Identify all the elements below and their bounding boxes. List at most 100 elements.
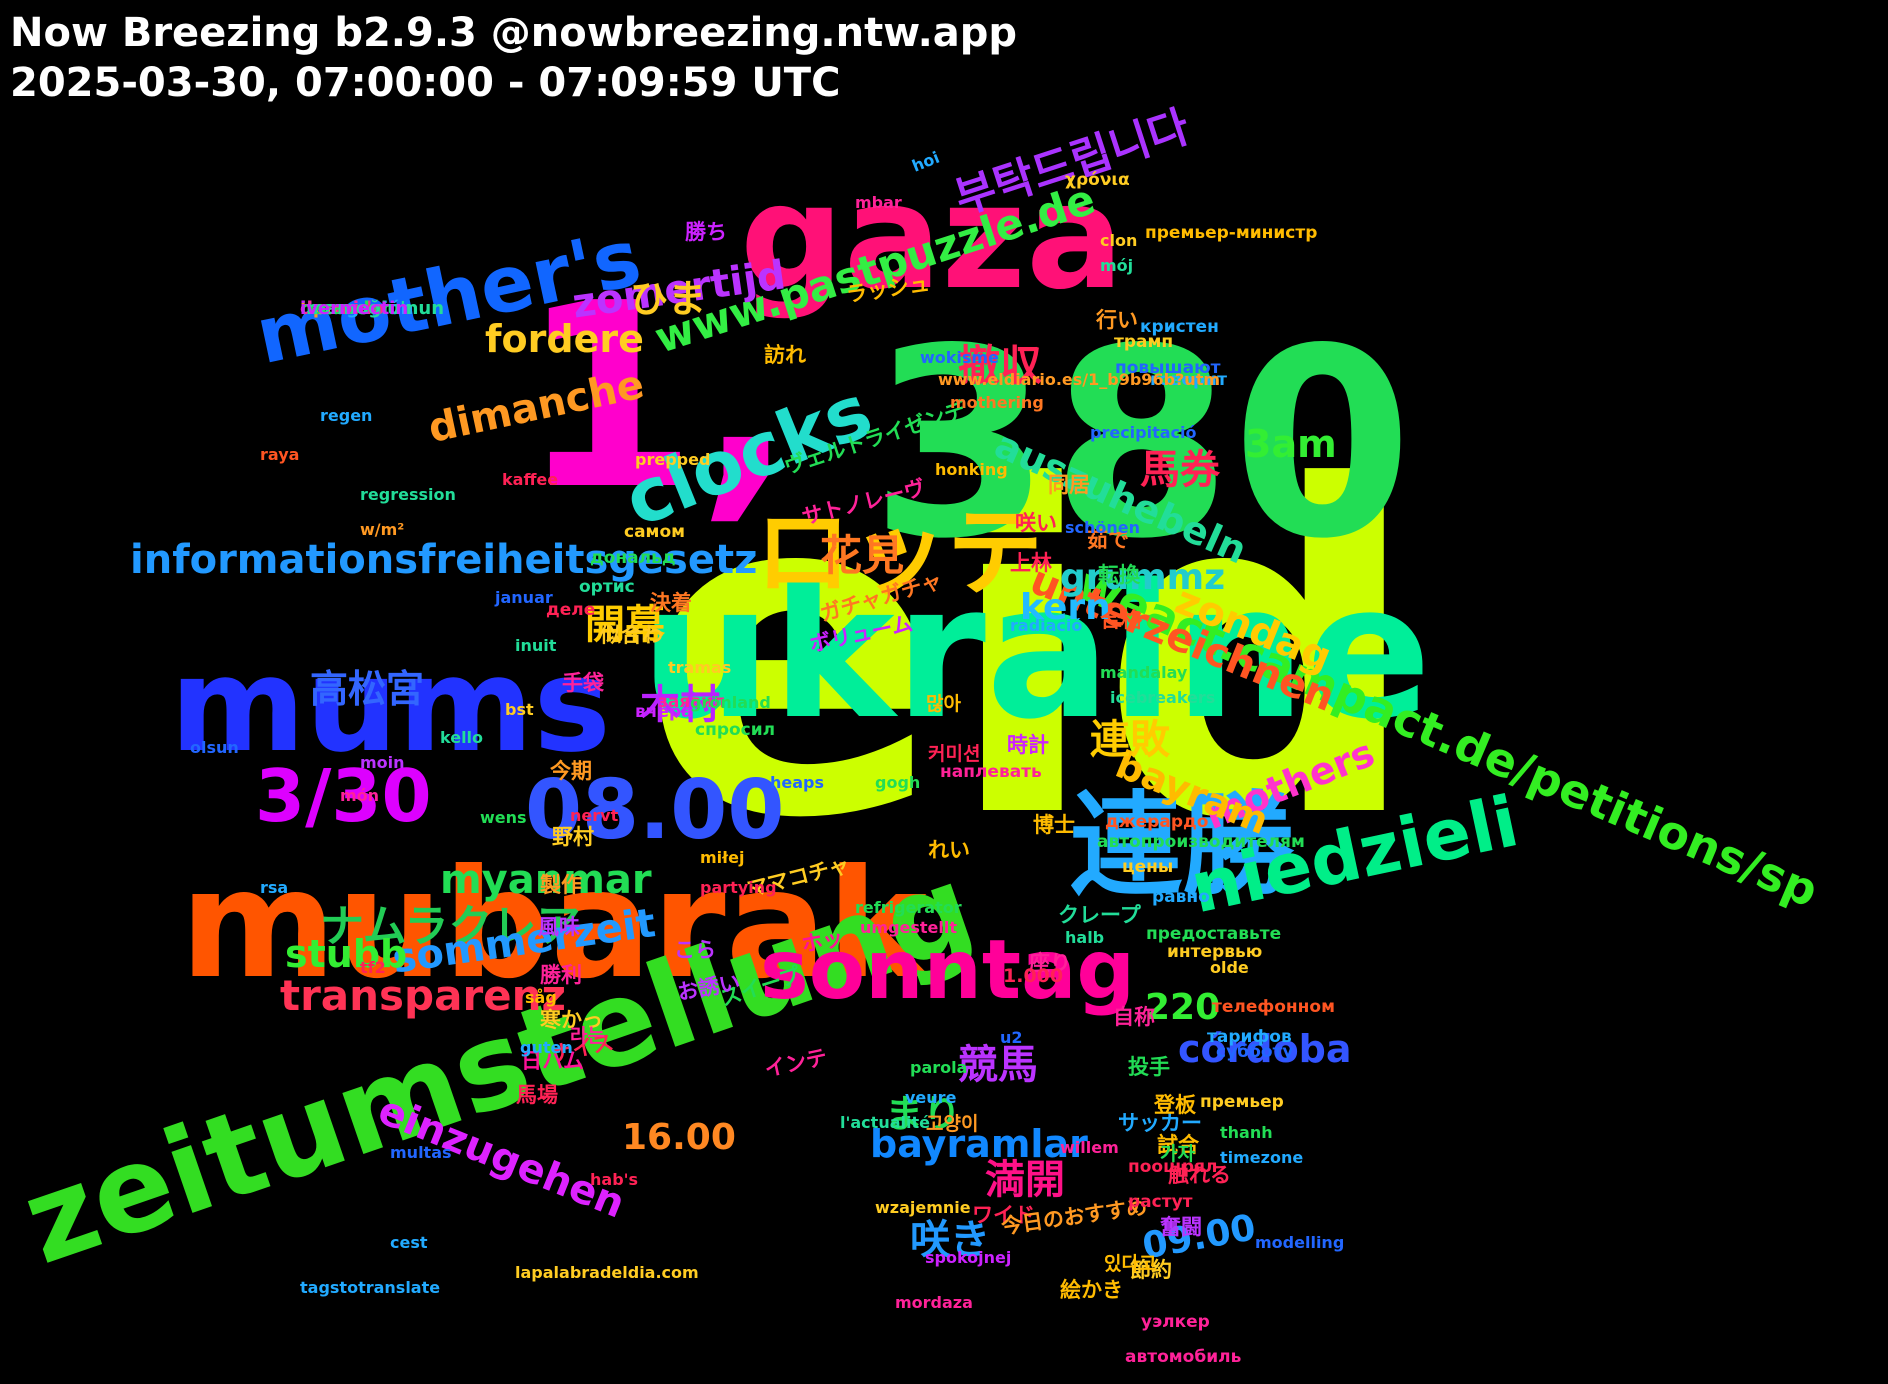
word-mandalay: mandalay bbox=[1100, 663, 1188, 682]
word-こら: こら bbox=[674, 938, 716, 962]
word-honking: honking bbox=[935, 460, 1008, 479]
word-時計: 時計 bbox=[1007, 733, 1049, 757]
word-джерардо: джерардо bbox=[1105, 812, 1209, 832]
word-olsun: olsun bbox=[190, 738, 239, 757]
word-まり: まり bbox=[885, 1092, 962, 1136]
word-món: món bbox=[340, 786, 380, 805]
word-節約: 節約 bbox=[1130, 1258, 1172, 1282]
word-raya: raya bbox=[260, 445, 300, 464]
word-上林: 上林 bbox=[1010, 551, 1052, 575]
time-range: 2025-03-30, 07:00:00 - 07:09:59 UTC bbox=[10, 60, 841, 106]
word-nervt: nervt bbox=[570, 806, 619, 825]
word-субботу: субботу bbox=[1216, 1042, 1294, 1062]
word-precipitació: precipitació bbox=[1090, 423, 1197, 442]
word-w-m: w/m² bbox=[360, 520, 405, 539]
app-title: Now Breezing b2.9.3 @nowbreezing.ntw.app bbox=[10, 10, 1018, 56]
word-라는: 라는 bbox=[570, 1025, 605, 1047]
word-커미션: 커미션 bbox=[928, 743, 981, 765]
word-インテ: インテ bbox=[762, 1044, 830, 1082]
word-вчера: вчера bbox=[635, 702, 693, 722]
word-fordere: fordere bbox=[485, 317, 644, 361]
word-風味: 風味 bbox=[538, 915, 580, 939]
word-3-30: 3/30 bbox=[255, 754, 432, 838]
word-говорит: говорит bbox=[1150, 370, 1227, 390]
word-많아: 많아 bbox=[926, 693, 961, 715]
word-ワイド: ワイド bbox=[972, 1203, 1035, 1227]
word-mubarak: mubarak bbox=[180, 838, 927, 1012]
word-ортис: ортис bbox=[579, 577, 635, 597]
word-競馬: 競馬 bbox=[958, 1042, 1038, 1088]
word-растут: растут bbox=[1128, 1192, 1193, 1212]
word-refrigerator: refrigerator bbox=[855, 898, 962, 917]
word-i̇mamoğlu-nun: i̇mamoğlu'nun bbox=[300, 298, 445, 319]
word-veure: veure bbox=[905, 1088, 957, 1107]
word-勝利: 勝利 bbox=[540, 963, 582, 987]
word-цены: цены bbox=[1122, 857, 1174, 877]
word-寒かっ: 寒かっ bbox=[540, 1008, 603, 1032]
word-prepped: prepped bbox=[635, 450, 711, 469]
word-myanmar: myanmar bbox=[440, 857, 652, 903]
word-дональд: дональд bbox=[590, 548, 676, 568]
word-grönland: grönland bbox=[690, 693, 771, 712]
word-u2: u2 bbox=[1000, 1028, 1023, 1047]
word-regen: regen bbox=[320, 406, 373, 425]
word-stubb: stubb bbox=[285, 932, 408, 976]
word-開幕: 開幕 bbox=[585, 602, 665, 648]
word-автомобиль: автомобиль bbox=[1125, 1347, 1242, 1367]
word-mój: mój bbox=[1100, 256, 1134, 275]
word-moin: moin bbox=[360, 753, 405, 772]
word-kern: kern bbox=[1020, 587, 1111, 628]
word-博士: 博士 bbox=[1033, 813, 1075, 837]
word-似合わ: 似合わ bbox=[600, 623, 663, 647]
word-l-actualité: l'actualité bbox=[840, 1113, 930, 1132]
word-合格: 合格 bbox=[1100, 608, 1142, 632]
word-咲い: 咲い bbox=[1015, 511, 1057, 535]
word-informationsfreiheitsgesetz: informationsfreiheitsgesetz bbox=[130, 537, 758, 583]
word-1: 1, bbox=[520, 249, 795, 546]
word-連敗: 連敗 bbox=[1090, 717, 1170, 763]
word-380: 380 bbox=[870, 294, 1413, 596]
word-χρόνια: χρόνια bbox=[1065, 170, 1130, 190]
word-modelling: modelling bbox=[1255, 1233, 1345, 1252]
word-bayramlar: bayramlar bbox=[870, 1122, 1088, 1166]
word-timezone: timezone bbox=[1220, 1148, 1304, 1167]
word-трамп: трамп bbox=[1114, 332, 1174, 352]
word-訪れ: 訪れ bbox=[764, 343, 806, 367]
word-3am: 3am bbox=[1245, 422, 1337, 466]
word-サッカー: サッカー bbox=[1118, 1111, 1202, 1135]
word-今期: 今期 bbox=[550, 759, 592, 783]
word-mbar: mbar bbox=[855, 193, 902, 212]
word-guten: guten bbox=[520, 1038, 573, 1057]
word-www-eldiario-es-1-b9b96b-utm: www.eldiario.es/1_b9b96b?utm bbox=[938, 370, 1221, 389]
word-dormido: dormido bbox=[300, 298, 385, 319]
word-multas: multas bbox=[390, 1143, 452, 1162]
word-転換: 転換 bbox=[1098, 563, 1140, 587]
word-sonntag: sonntag bbox=[760, 923, 1136, 1018]
word-馬場: 馬場 bbox=[516, 1083, 558, 1107]
word-eid: eid bbox=[640, 393, 1422, 917]
word-고양이: 고양이 bbox=[926, 1113, 979, 1135]
word-icebreakers: icebreakers bbox=[1110, 688, 1216, 707]
word-wzajemnie: wzajemnie bbox=[875, 1198, 971, 1217]
word-奮闘: 奮闘 bbox=[1160, 1215, 1202, 1239]
word-クレープ: クレープ bbox=[1058, 903, 1141, 927]
word-kaffee: kaffee bbox=[502, 470, 559, 489]
word-撤収: 撤収 bbox=[958, 341, 1043, 390]
word-spokojnej: spokojnej bbox=[925, 1248, 1012, 1267]
word-grummz: grummz bbox=[1060, 557, 1226, 598]
word-木村: 木村 bbox=[640, 682, 720, 728]
word-咲き: 咲き bbox=[910, 1217, 990, 1263]
word-試合: 試合 bbox=[1157, 1133, 1199, 1157]
word-повышают: повышают bbox=[1115, 358, 1221, 378]
word-thanh: thanh bbox=[1220, 1123, 1273, 1142]
word-mothering: mothering bbox=[950, 393, 1044, 412]
word-januar: januar bbox=[495, 588, 553, 607]
word-勝ち: 勝ち bbox=[685, 220, 727, 244]
word-れい: れい bbox=[928, 838, 970, 862]
word-bst: bst bbox=[505, 700, 534, 719]
word-茹で: 茹で bbox=[1087, 528, 1129, 552]
word-mums: mums bbox=[170, 629, 611, 781]
word-спросил: спросил bbox=[695, 720, 776, 740]
word-lapalabradeldia-com: lapalabradeldia.com bbox=[515, 1263, 699, 1282]
